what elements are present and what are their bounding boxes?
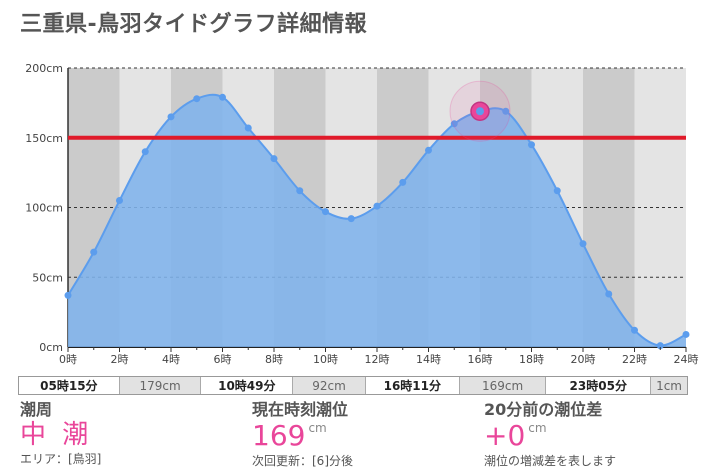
data-point — [64, 291, 72, 299]
level-diff-note: 潮位の増減差を表します — [484, 454, 617, 468]
data-point — [579, 240, 587, 248]
tide-area — [68, 94, 686, 347]
level-diff-label: 20分前の潮位差 — [484, 400, 603, 419]
data-point — [528, 141, 535, 149]
x-tick-label: 0時 — [59, 353, 77, 366]
data-point — [605, 290, 613, 298]
x-tick-label: 2時 — [111, 353, 129, 366]
data-point — [656, 342, 664, 350]
x-tick-label: 16時 — [468, 353, 493, 366]
data-point — [425, 146, 432, 154]
page-title: 三重県-鳥羽タイドグラフ詳細情報 — [20, 12, 368, 37]
high-low-level: 1cm — [651, 377, 687, 394]
high-low-time: 23時05分 — [546, 377, 652, 394]
x-tick-label: 20時 — [571, 353, 596, 366]
current-level-label: 現在時刻潮位 — [252, 400, 349, 419]
data-point — [502, 107, 510, 115]
data-point — [347, 215, 355, 223]
data-point — [682, 330, 690, 338]
data-point — [193, 95, 201, 103]
y-tick-label: 50cm — [32, 271, 63, 284]
high-low-level: 179cm — [119, 377, 202, 394]
x-tick-label: 18時 — [519, 353, 544, 366]
data-point — [141, 148, 149, 156]
y-tick-label: 0cm — [39, 341, 63, 354]
level-diff-value: +0 — [484, 419, 526, 452]
current-level-panel: 現在時刻潮位 169 cm 次回更新：[6]分後 — [252, 396, 353, 469]
x-tick-label: 12時 — [365, 353, 390, 366]
high-low-time: 10時49分 — [201, 377, 294, 394]
update-note: 次回更新：[6]分後 — [252, 454, 353, 468]
data-point — [450, 120, 458, 128]
x-tick-label: 4時 — [162, 353, 180, 366]
x-axis-ticks: 0時 2時 4時 6時 8時 10時 12時 14時 16時 18時 20時 22時 24時 — [59, 347, 699, 366]
high-low-time: 16時11分 — [365, 377, 460, 394]
x-tick-label: 14時 — [416, 353, 441, 366]
data-point — [219, 93, 226, 101]
tide-cycle-value: 中 潮 — [20, 420, 93, 450]
high-low-level: 169cm — [459, 377, 547, 394]
tide-times-table: 05時15分 179cm 10時49分 92cm 16時11分 169cm 23時05分 1c… — [18, 376, 688, 395]
data-point — [116, 197, 123, 205]
level-diff-panel: 20分前の潮位差 +0 cm 潮位の増減差を表します — [484, 396, 616, 469]
data-point — [373, 202, 381, 210]
y-tick-label: 200cm — [25, 62, 63, 75]
x-tick-label: 24時 — [674, 353, 699, 366]
y-axis-ticks: 0cm 50cm 100cm 150cm 200cm — [25, 62, 63, 354]
data-point — [90, 248, 98, 256]
data-point — [270, 155, 278, 163]
current-marker-dot — [476, 107, 484, 116]
data-point — [296, 187, 304, 195]
level-diff-unit: cm — [528, 421, 547, 435]
tide-chart: 0cm 50cm 100cm 150cm 200cm 0時 2時 4時 6時 8時 10時 12時 1… — [25, 62, 699, 366]
tide-series — [64, 80, 690, 350]
x-tick-label: 6時 — [214, 353, 232, 366]
x-tick-label: 8時 — [265, 353, 283, 366]
current-level-unit: cm — [308, 421, 327, 435]
y-tick-label: 100cm — [25, 202, 63, 215]
high-low-time: 05時15分 — [19, 377, 120, 394]
x-tick-label: 22時 — [622, 353, 647, 366]
data-point — [631, 326, 638, 334]
current-level-value: 169 — [252, 419, 306, 452]
data-point — [167, 113, 175, 121]
tide-cycle-panel: 潮周 中 潮 エリア：[鳥羽] — [20, 396, 101, 467]
data-point — [399, 178, 407, 186]
data-point — [244, 124, 252, 132]
area-label: エリア：[鳥羽] — [20, 452, 102, 466]
high-low-level: 92cm — [293, 377, 366, 394]
y-tick-label: 150cm — [25, 132, 63, 145]
tide-cycle-label: 潮周 — [20, 400, 53, 419]
data-point — [322, 208, 329, 216]
time-band — [634, 68, 686, 347]
data-point — [553, 187, 561, 195]
x-tick-label: 10時 — [313, 353, 338, 366]
